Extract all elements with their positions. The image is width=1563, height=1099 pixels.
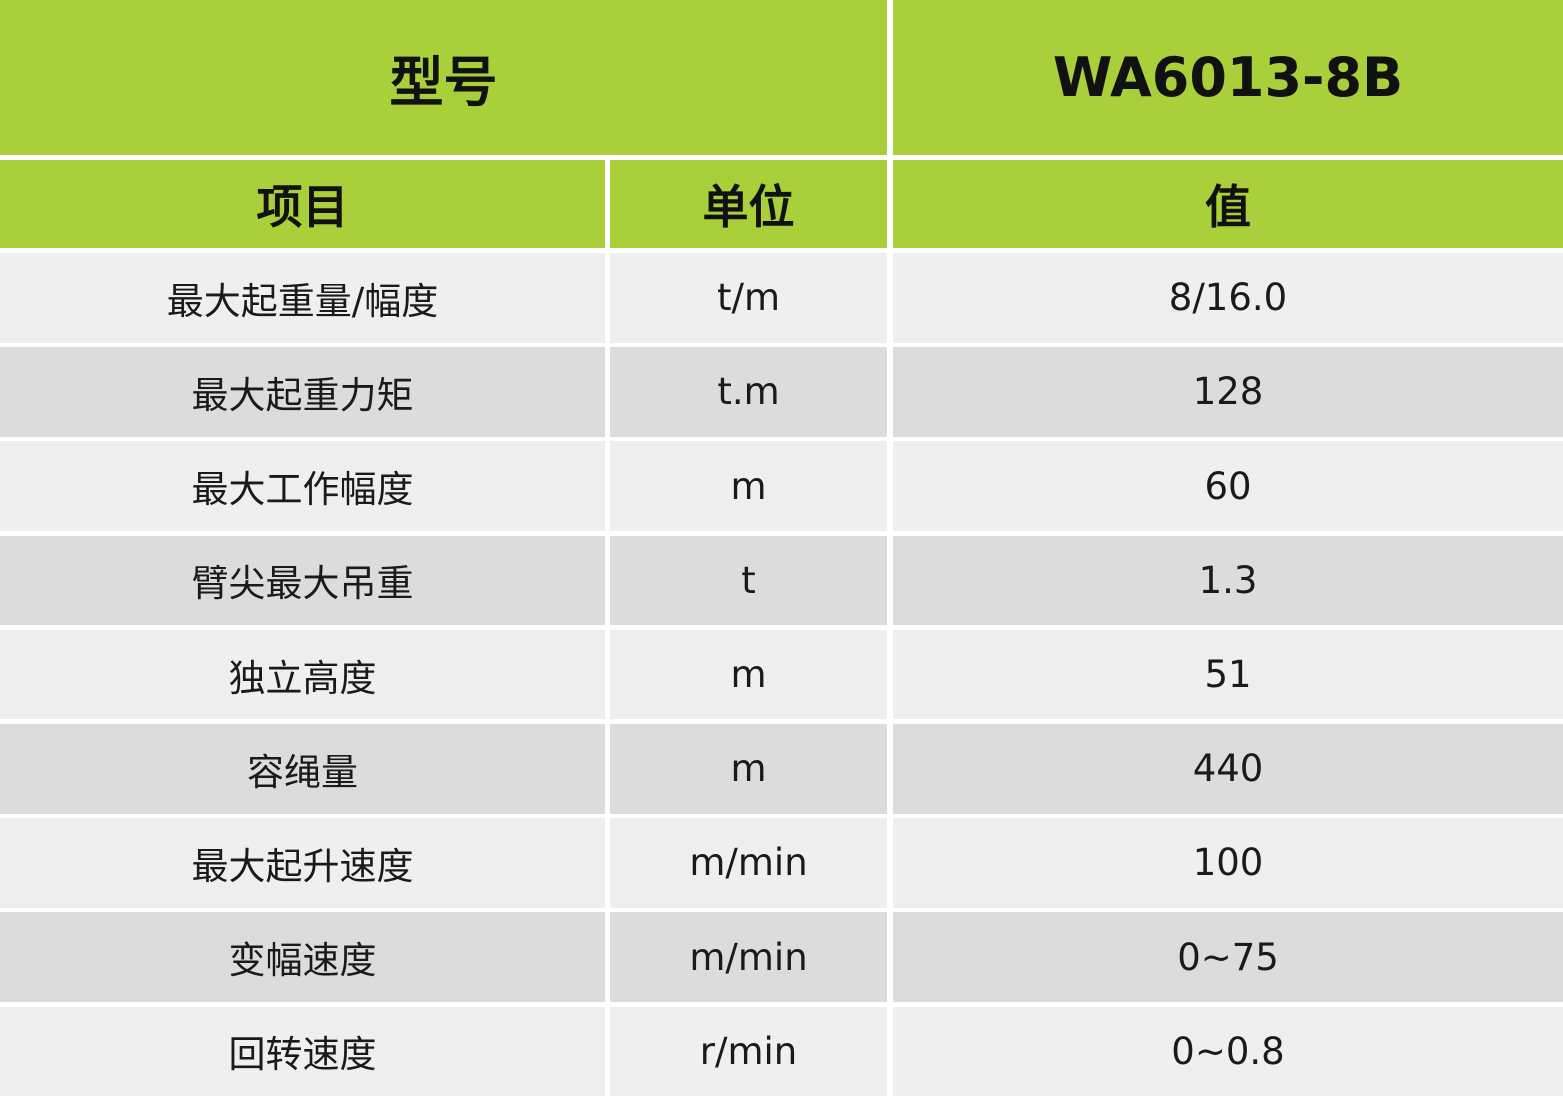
- table-cell: 最大起重力矩: [0, 347, 605, 437]
- table-cell: r/min: [610, 1006, 887, 1097]
- table-cell: 变幅速度: [0, 912, 605, 1002]
- table-cell: m: [610, 629, 887, 720]
- table-cell: 容绳量: [0, 724, 605, 814]
- table-cell: t.m: [610, 347, 887, 437]
- table-cell: 臂尖最大吊重: [0, 535, 605, 626]
- table-cell: 8/16.0: [893, 253, 1563, 343]
- table-cell: 440: [893, 724, 1563, 814]
- table-cell: t: [610, 535, 887, 626]
- table-cell: m/min: [610, 818, 887, 908]
- table-cell: 100: [893, 818, 1563, 908]
- table-cell: 60: [893, 441, 1563, 531]
- table-cell: 0~75: [893, 912, 1563, 1002]
- table-cell: 1.3: [893, 535, 1563, 626]
- table-cell: 最大起重量/幅度: [0, 253, 605, 343]
- table-cell: m/min: [610, 912, 887, 1002]
- model-value: WA6013-8B: [893, 0, 1563, 155]
- column-header: 值: [893, 160, 1563, 248]
- table-cell: t/m: [610, 253, 887, 343]
- table-cell: 独立高度: [0, 629, 605, 720]
- column-header: 单位: [610, 160, 887, 248]
- table-cell: 51: [893, 629, 1563, 720]
- table-cell: 128: [893, 347, 1563, 437]
- table-cell: 最大工作幅度: [0, 441, 605, 531]
- column-header: 项目: [0, 160, 605, 248]
- table-cell: m: [610, 441, 887, 531]
- table-cell: 最大起升速度: [0, 818, 605, 908]
- table-cell: 0~0.8: [893, 1006, 1563, 1097]
- table-cell: 回转速度: [0, 1006, 605, 1097]
- table-cell: m: [610, 724, 887, 814]
- model-label: 型号: [0, 0, 887, 155]
